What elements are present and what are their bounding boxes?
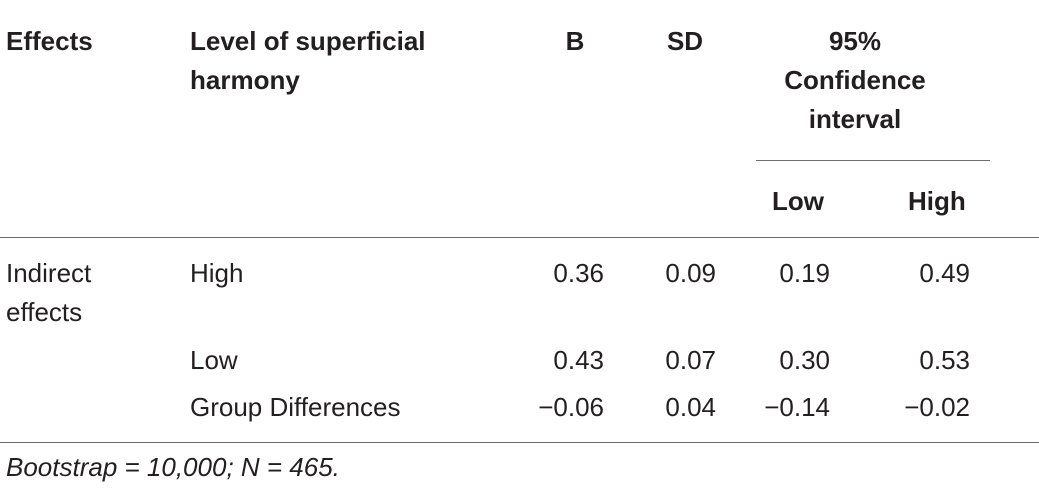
row2-b: 0.43	[553, 345, 604, 375]
row1-level: High	[190, 258, 244, 288]
row3-b: −0.06	[538, 392, 604, 422]
header-effects: Effects	[6, 26, 93, 56]
row3-high: −0.02	[904, 392, 970, 422]
header-rule	[0, 237, 1039, 238]
row2-level: Low	[190, 345, 238, 375]
header-ci-line3: interval	[808, 104, 902, 134]
ci-divider	[756, 160, 990, 161]
row3-low: −0.14	[764, 392, 830, 422]
row3-level: Group Differences	[190, 392, 401, 422]
header-b: B	[565, 26, 585, 56]
row1-b: 0.36	[553, 258, 604, 288]
row3-sd: 0.04	[665, 392, 716, 422]
row1-effect-line1: Indirect	[6, 258, 92, 288]
row1-effect-line2: effects	[6, 297, 83, 327]
header-level-line2: harmony	[190, 65, 300, 95]
header-high: High	[908, 186, 966, 216]
header-low: Low	[772, 186, 824, 216]
row2-high: 0.53	[919, 345, 970, 375]
row1-low: 0.19	[779, 258, 830, 288]
header-sd: SD	[666, 26, 704, 56]
table-footnote: Bootstrap = 10,000; N = 465.	[6, 452, 340, 482]
header-level-line1: Level of superficial	[190, 26, 426, 56]
header-ci-line2: Confidence	[784, 65, 926, 95]
row2-sd: 0.07	[665, 345, 716, 375]
header-ci-line1: 95%	[828, 26, 882, 56]
bottom-rule	[0, 442, 1039, 443]
row1-high: 0.49	[919, 258, 970, 288]
row1-sd: 0.09	[665, 258, 716, 288]
row2-low: 0.30	[779, 345, 830, 375]
